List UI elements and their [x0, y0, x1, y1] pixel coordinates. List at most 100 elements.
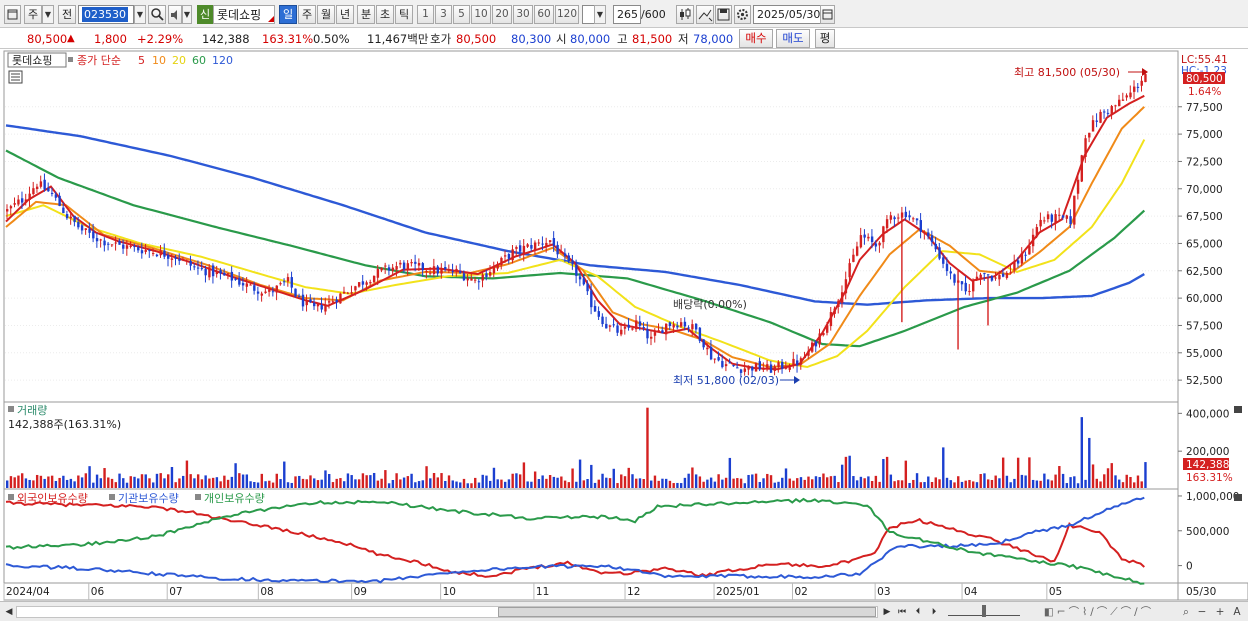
save-icon[interactable] [715, 5, 732, 24]
volume-value: 142,388 [202, 32, 250, 46]
zoom-in-icon[interactable]: + [1215, 606, 1225, 618]
volume-bar [927, 476, 930, 488]
tick-3[interactable]: 3 [435, 5, 452, 24]
date-input[interactable]: 2025/05/30 [753, 5, 821, 24]
volume-bar [316, 480, 320, 488]
sound-dropdown[interactable]: ▼ [182, 5, 192, 24]
settings-gear-icon[interactable] [734, 5, 751, 24]
zoom-out-icon[interactable]: − [1197, 606, 1207, 618]
count-input[interactable]: 265 [613, 5, 641, 24]
volume-bar [541, 475, 544, 488]
sell-button[interactable]: 매도 [776, 29, 810, 48]
crosshair-icon[interactable] [696, 5, 714, 24]
price-candle [395, 261, 398, 277]
sound-icon[interactable] [168, 5, 182, 24]
prev-button[interactable]: 전 [58, 5, 76, 24]
tick-5[interactable]: 5 [453, 5, 470, 24]
period-day[interactable]: 일 [279, 5, 297, 24]
current-price: 80,500 [27, 32, 68, 46]
period-year[interactable]: 년 [336, 5, 354, 24]
period-tick[interactable]: 틱 [395, 5, 413, 24]
scroll-right-arrow-icon[interactable]: ▶ [883, 607, 891, 617]
price-candle [331, 295, 335, 303]
zoom-icon[interactable]: ⌕ [1183, 606, 1189, 618]
volume-bar [313, 478, 316, 488]
price-candle [185, 259, 189, 265]
price-candle [249, 283, 252, 286]
stock-code-input[interactable]: 023530 [78, 5, 134, 24]
tick-30[interactable]: 30 [513, 5, 533, 24]
chart-list-icon[interactable] [8, 70, 23, 84]
price-candle [103, 237, 106, 252]
price-candle [897, 213, 900, 224]
price-candle [676, 321, 679, 330]
calendar-icon[interactable] [820, 5, 835, 24]
price-candle [1043, 216, 1046, 224]
market-select[interactable]: 주 [24, 5, 42, 24]
chart-area[interactable]: 77,500 75,000 72,500 70,000 67,500 65,000 62,5… [0, 49, 1248, 601]
price-candle [796, 354, 799, 373]
next-page-icon[interactable]: ⏵ [931, 607, 937, 617]
volume-bar [380, 478, 383, 488]
stock-code-dropdown[interactable]: ▼ [134, 5, 146, 24]
period-second[interactable]: 초 [376, 5, 394, 24]
first-page-icon[interactable]: ⏮ [897, 607, 907, 617]
volume-bar [110, 478, 114, 488]
period-month[interactable]: 월 [317, 5, 335, 24]
price-candle [1058, 207, 1061, 222]
scroll-left-arrow-icon[interactable]: ◀ [5, 607, 13, 617]
price-candle [215, 265, 219, 278]
drawing-tools-icon[interactable]: ◧⌐⌒⌇∕⌒⟋⌒∕⌒ [1043, 606, 1155, 618]
volume-bar [32, 480, 35, 488]
tick-10[interactable]: 10 [471, 5, 491, 24]
zoom-slider-thumb[interactable] [982, 605, 986, 617]
price-candle [39, 175, 43, 189]
holdings-foreign-label: 외국인보유수량 [17, 492, 88, 505]
market-dropdown[interactable]: ▼ [42, 5, 54, 24]
volume-bar [1133, 482, 1136, 488]
eval-button[interactable]: 평 [815, 29, 835, 48]
price-candle [979, 272, 982, 285]
price-candle [114, 236, 117, 251]
font-size-icon[interactable]: A [1233, 606, 1241, 618]
volume-bar [384, 470, 387, 488]
candle-type-icon[interactable] [676, 5, 694, 24]
price-candle [908, 210, 911, 221]
window-icon[interactable] [4, 5, 21, 24]
volume-bar [20, 473, 24, 488]
tick-1[interactable]: 1 [417, 5, 434, 24]
volume-bar [230, 476, 234, 488]
zoom-slider[interactable] [948, 605, 1020, 617]
price-candle [1118, 94, 1121, 107]
tick-60[interactable]: 60 [534, 5, 554, 24]
tick-120[interactable]: 120 [555, 5, 579, 24]
period-week[interactable]: 주 [298, 5, 316, 24]
tick-custom-dropdown[interactable]: ▼ [594, 5, 606, 24]
scroll-thumb[interactable] [498, 607, 876, 617]
period-minute[interactable]: 분 [357, 5, 375, 24]
volume-bar [1121, 482, 1125, 488]
tick-20[interactable]: 20 [492, 5, 512, 24]
volume-bar [938, 479, 941, 488]
volume-bar [822, 473, 825, 488]
price-candle [279, 281, 282, 286]
volume-bar [563, 480, 567, 488]
buy-button[interactable]: 매수 [739, 29, 773, 48]
price-candle [661, 326, 664, 334]
price-candle [144, 243, 147, 255]
volume-bar [650, 480, 653, 488]
price-candle [6, 204, 9, 220]
volume-bar [983, 473, 986, 488]
price-candle [462, 270, 466, 282]
price-candle [601, 313, 604, 327]
prev-page-icon[interactable]: ⏴ [915, 607, 921, 617]
volume-bar [781, 477, 784, 488]
volume-panel-close-icon[interactable] [1234, 406, 1242, 413]
volume-bar [1028, 457, 1031, 488]
search-icon[interactable] [148, 5, 166, 24]
volume-bar [410, 473, 413, 488]
price-candle [683, 317, 687, 331]
volume-bar [1091, 464, 1095, 488]
stock-chart-svg[interactable]: 77,500 75,000 72,500 70,000 67,500 65,000 62,5… [0, 49, 1248, 601]
holdings-panel-close-icon[interactable] [1234, 494, 1242, 501]
